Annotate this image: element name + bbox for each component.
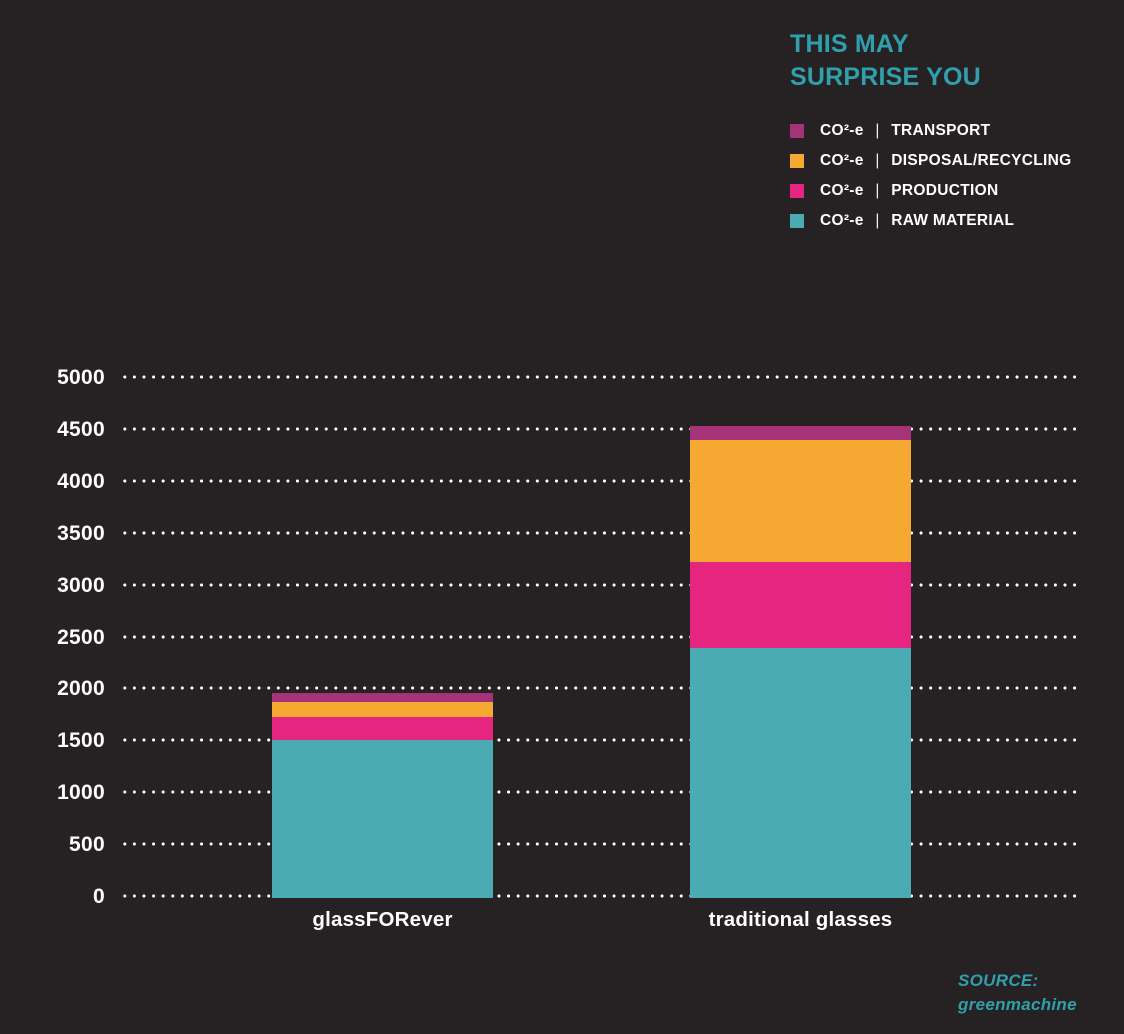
gridline-5000 xyxy=(120,375,1078,379)
bar-traditional-glasses-production xyxy=(690,561,911,648)
x-axis-label-traditional-glasses: traditional glasses xyxy=(708,908,893,931)
y-axis-tick-1500: 1500 xyxy=(57,729,105,753)
legend-items: CO²-e | TRANSPORT CO²-e | DISPOSAL/RECYCL… xyxy=(790,116,1110,236)
bar-glassforever-raw-material xyxy=(272,740,493,898)
y-axis-tick-2500: 2500 xyxy=(57,625,105,649)
y-axis-tick-3500: 3500 xyxy=(57,521,105,545)
chart-title-line1: THIS MAY xyxy=(790,30,909,58)
y-axis-tick-4000: 4000 xyxy=(57,469,105,493)
legend-label-raw-material: CO²-e | RAW MATERIAL xyxy=(820,212,1015,229)
y-axis-tick-500: 500 xyxy=(69,833,105,857)
x-axis-label-glassforever: glassFORever xyxy=(312,908,453,931)
legend-label-disposal-recycling: CO²-e | DISPOSAL/RECYCLING xyxy=(820,152,1072,169)
legend-swatch-raw-material xyxy=(790,214,804,228)
bar-glassforever-production xyxy=(272,717,493,741)
legend-swatch-transport xyxy=(790,124,804,138)
y-axis-tick-2000: 2000 xyxy=(57,677,105,701)
bar-traditional-glasses-disposal-recycling xyxy=(690,440,911,562)
gridline-2000 xyxy=(120,686,1078,691)
legend-separator: | xyxy=(875,152,880,169)
y-axis-tick-4500: 4500 xyxy=(57,417,105,441)
legend-separator: | xyxy=(875,182,880,199)
gridline-2500 xyxy=(120,634,1078,639)
source-label: SOURCE: xyxy=(958,971,1039,990)
gridline-0 xyxy=(120,894,1078,898)
legend-item-disposal-recycling: CO²-e | DISPOSAL/RECYCLING xyxy=(790,146,1110,176)
gridline-1000 xyxy=(120,790,1078,795)
bar-glassforever-disposal-recycling xyxy=(272,702,493,718)
y-axis-tick-5000: 5000 xyxy=(57,366,105,389)
bar-traditional-glasses-raw-material xyxy=(690,647,911,898)
gridline-1500 xyxy=(120,738,1078,743)
bar-traditional-glasses-transport xyxy=(690,425,911,441)
bar-glassforever-transport xyxy=(272,693,493,703)
legend: THIS MAY SURPRISE YOU CO²-e | TRANSPORT C… xyxy=(790,28,1110,236)
legend-item-transport: CO²-e | TRANSPORT xyxy=(790,116,1110,146)
y-axis-tick-1000: 1000 xyxy=(57,781,105,805)
chart-title-line2: SURPRISE YOU xyxy=(790,63,981,91)
legend-label-transport: CO²-e | TRANSPORT xyxy=(820,122,991,139)
source-note: SOURCE: greenmachine xyxy=(958,969,1077,1017)
gridline-4000 xyxy=(120,478,1078,483)
gridline-3500 xyxy=(120,530,1078,535)
legend-swatch-disposal-recycling xyxy=(790,154,804,168)
legend-swatch-production xyxy=(790,184,804,198)
y-axis-tick-0: 0 xyxy=(93,885,105,908)
y-axis-tick-3000: 3000 xyxy=(57,573,105,597)
source-name: greenmachine xyxy=(958,995,1077,1014)
legend-item-raw-material: CO²-e | RAW MATERIAL xyxy=(790,206,1110,236)
gridline-4500 xyxy=(120,426,1078,431)
gridline-3000 xyxy=(120,582,1078,587)
legend-separator: | xyxy=(875,212,880,229)
chart-title: THIS MAY SURPRISE YOU xyxy=(790,28,1110,94)
legend-label-production: CO²-e | PRODUCTION xyxy=(820,182,999,199)
legend-separator: | xyxy=(875,122,880,139)
legend-item-production: CO²-e | PRODUCTION xyxy=(790,176,1110,206)
gridline-500 xyxy=(120,842,1078,847)
